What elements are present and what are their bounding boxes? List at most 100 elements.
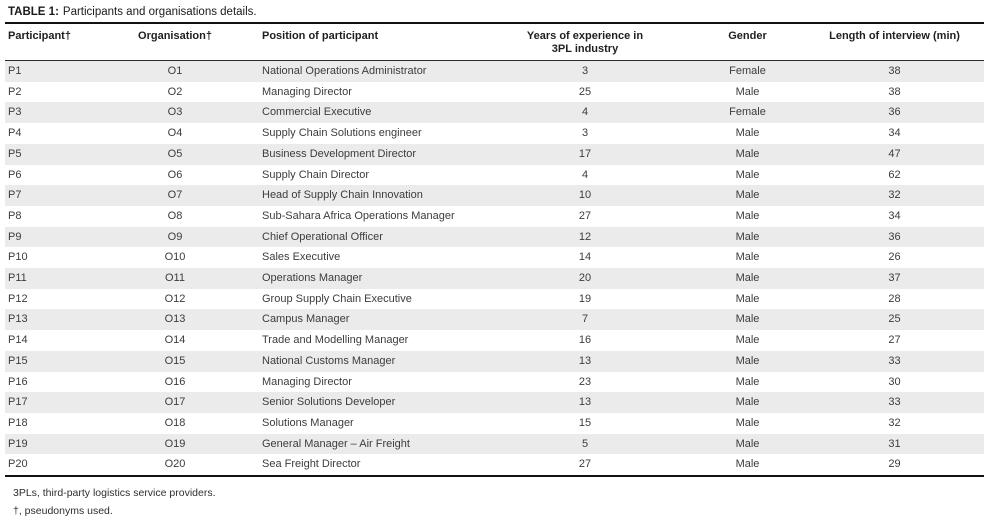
cell-position: Trade and Modelling Manager bbox=[262, 334, 409, 347]
cell-position: Supply Chain Director bbox=[262, 168, 369, 181]
cell-organisation: O2 bbox=[167, 85, 183, 98]
cell-position: Group Supply Chain Executive bbox=[262, 292, 412, 305]
cell-organisation: O16 bbox=[164, 375, 186, 388]
cell-position: Head of Supply Chain Innovation bbox=[225, 185, 480, 206]
cell-gender: Male bbox=[690, 185, 805, 206]
cell-experience_years: 19 bbox=[578, 292, 592, 305]
table-row: P11 O11 Operations Manager 20 Male 37 bbox=[5, 268, 984, 289]
cell-interview_length_min: 36 bbox=[805, 102, 984, 124]
table-row: P4 O4 Supply Chain Solutions engineer 3 Male… bbox=[5, 123, 984, 144]
cell-interview_length_min: 28 bbox=[888, 292, 901, 305]
cell-interview_length_min: 30 bbox=[888, 375, 901, 388]
table-row: P2 O2 Managing Director 25 Male 38 bbox=[5, 82, 984, 103]
cell-experience_years: 3 bbox=[480, 60, 690, 82]
cell-gender: Male bbox=[690, 268, 805, 289]
cell-participant: P8 bbox=[8, 209, 22, 222]
cell-experience_years: 15 bbox=[578, 416, 592, 429]
cell-organisation: O7 bbox=[125, 185, 225, 206]
cell-gender: Male bbox=[735, 416, 760, 429]
cell-organisation: O6 bbox=[167, 168, 183, 181]
cell-gender: Male bbox=[735, 334, 760, 347]
cell-interview_length_min: 29 bbox=[888, 458, 901, 471]
cell-experience_years: 4 bbox=[480, 102, 690, 124]
footnote-3pl: 3PLs, third-party logistics service prov… bbox=[13, 487, 216, 500]
cell-position: Operations Manager bbox=[225, 268, 480, 289]
table-row: P9 O9 Chief Operational Officer 12 Male 36 bbox=[5, 226, 984, 248]
table-row: P17 O17 Senior Solutions Developer 13 Male 33 bbox=[5, 392, 984, 413]
cell-interview_length_min: 32 bbox=[805, 185, 984, 206]
cell-gender: Male bbox=[690, 226, 805, 248]
cell-experience_years: 5 bbox=[480, 433, 690, 455]
cell-organisation: O3 bbox=[125, 102, 225, 124]
cell-gender: Male bbox=[735, 375, 760, 388]
cell-gender: Male bbox=[690, 433, 805, 455]
cell-gender: Male bbox=[735, 458, 760, 471]
cell-interview_length_min: 32 bbox=[888, 416, 901, 429]
table-row: P7 O7 Head of Supply Chain Innovation 10 Mal… bbox=[5, 185, 984, 206]
participants-table: Participant† Organisation† Position of p… bbox=[5, 24, 984, 478]
cell-interview_length_min: 27 bbox=[888, 334, 901, 347]
cell-participant: P19 bbox=[5, 433, 125, 455]
cell-participant: P3 bbox=[5, 102, 125, 124]
cell-position: Solutions Manager bbox=[262, 416, 354, 429]
cell-interview_length_min: 33 bbox=[805, 392, 984, 413]
cell-experience_years: 12 bbox=[480, 226, 690, 248]
column-header-interview-length: Length of interview (min) bbox=[805, 24, 984, 61]
cell-organisation: O8 bbox=[167, 209, 183, 222]
cell-interview_length_min: 25 bbox=[805, 309, 984, 331]
cell-participant: P9 bbox=[5, 226, 125, 248]
cell-participant: P7 bbox=[5, 185, 125, 206]
table-row: P20 O20 Sea Freight Director 27 Male 29 bbox=[5, 454, 984, 476]
cell-participant: P18 bbox=[8, 416, 28, 429]
cell-position: Sales Executive bbox=[262, 251, 341, 264]
cell-interview_length_min: 33 bbox=[805, 350, 984, 372]
table-row: P6 O6 Supply Chain Director 4 Male 62 bbox=[5, 165, 984, 186]
cell-gender: Male bbox=[735, 209, 760, 222]
table-title: TABLE 1: Participants and organisations d… bbox=[5, 4, 984, 24]
column-header-experience: Years of experience in 3PL industry bbox=[480, 24, 690, 61]
table-title-text: Participants and organisations details. bbox=[62, 6, 257, 18]
cell-organisation: O9 bbox=[125, 226, 225, 248]
table-row: P12 O12 Group Supply Chain Executive 19 Male… bbox=[5, 289, 984, 310]
cell-participant: P16 bbox=[8, 375, 28, 388]
cell-interview_length_min: 26 bbox=[888, 251, 901, 264]
cell-experience_years: 4 bbox=[581, 168, 589, 181]
cell-experience_years: 14 bbox=[578, 251, 592, 264]
cell-organisation: O10 bbox=[164, 251, 186, 264]
cell-gender: Male bbox=[735, 127, 760, 140]
table-footnotes: 3PLs, third-party logistics service prov… bbox=[13, 485, 999, 520]
cell-gender: Male bbox=[690, 350, 805, 372]
cell-organisation: O15 bbox=[125, 350, 225, 372]
cell-participant: P13 bbox=[5, 309, 125, 331]
column-header-participant: Participant† bbox=[5, 24, 125, 61]
cell-participant: P1 bbox=[5, 60, 125, 82]
table-row: P18 O18 Solutions Manager 15 Male 32 bbox=[5, 413, 984, 434]
cell-organisation: O12 bbox=[164, 292, 186, 305]
column-header-gender: Gender bbox=[690, 24, 805, 61]
cell-interview_length_min: 36 bbox=[805, 226, 984, 248]
cell-participant: P5 bbox=[5, 143, 125, 165]
cell-position: Sea Freight Director bbox=[262, 458, 361, 471]
cell-organisation: O4 bbox=[167, 127, 183, 140]
table-row: P13 O13 Campus Manager 7 Male 25 bbox=[5, 309, 984, 331]
table-row: P3 O3 Commercial Executive 4 Female 36 bbox=[5, 102, 984, 124]
cell-interview_length_min: 47 bbox=[805, 143, 984, 165]
cell-participant: P6 bbox=[8, 168, 22, 181]
cell-organisation: O20 bbox=[164, 458, 186, 471]
cell-experience_years: 13 bbox=[480, 392, 690, 413]
cell-participant: P12 bbox=[8, 292, 28, 305]
table-row: P1 O1 National Operations Administrator 3 Fe… bbox=[5, 60, 984, 82]
cell-experience_years: 13 bbox=[480, 350, 690, 372]
cell-interview_length_min: 38 bbox=[805, 60, 984, 82]
cell-experience_years: 23 bbox=[578, 375, 592, 388]
cell-gender: Male bbox=[690, 309, 805, 331]
table-row: P10 O10 Sales Executive 14 Male 26 bbox=[5, 247, 984, 268]
cell-position: Managing Director bbox=[262, 85, 352, 98]
cell-gender: Male bbox=[735, 85, 760, 98]
cell-participant: P11 bbox=[5, 268, 125, 289]
cell-interview_length_min: 34 bbox=[888, 209, 901, 222]
cell-interview_length_min: 31 bbox=[805, 433, 984, 455]
cell-position: Chief Operational Officer bbox=[225, 226, 480, 248]
table-row: P5 O5 Business Development Director 17 Male 4… bbox=[5, 143, 984, 165]
